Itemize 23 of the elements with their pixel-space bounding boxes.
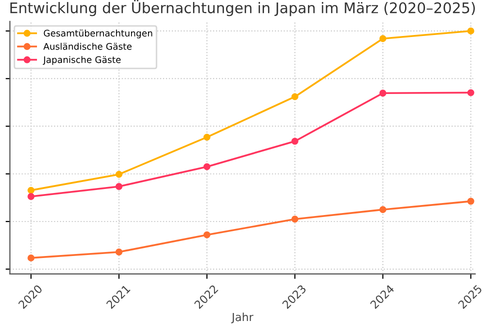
legend-label: Gesamtübernachtungen: [44, 30, 152, 38]
point: [203, 134, 210, 141]
point: [115, 170, 122, 178]
point: [28, 186, 34, 194]
point: [379, 206, 386, 214]
legend-label: Japanische Gäste: [42, 56, 121, 65]
point: [467, 89, 474, 96]
point: [467, 198, 474, 205]
point: [379, 90, 386, 97]
point: [291, 216, 298, 223]
point: [28, 254, 34, 262]
point: [467, 28, 474, 34]
point: [28, 193, 34, 200]
chart-title: Entwicklung der Übernachtungen in Japan im März (2020–2025): [10, 0, 475, 16]
point: [115, 248, 122, 256]
point: [203, 163, 210, 170]
point: [203, 231, 210, 238]
point: [115, 183, 122, 190]
point: [291, 138, 298, 145]
legend-label: Ausländische Gäste: [43, 42, 132, 50]
x-axis-title: Jahr: [231, 312, 254, 324]
point: [379, 35, 386, 42]
point: [291, 93, 298, 100]
